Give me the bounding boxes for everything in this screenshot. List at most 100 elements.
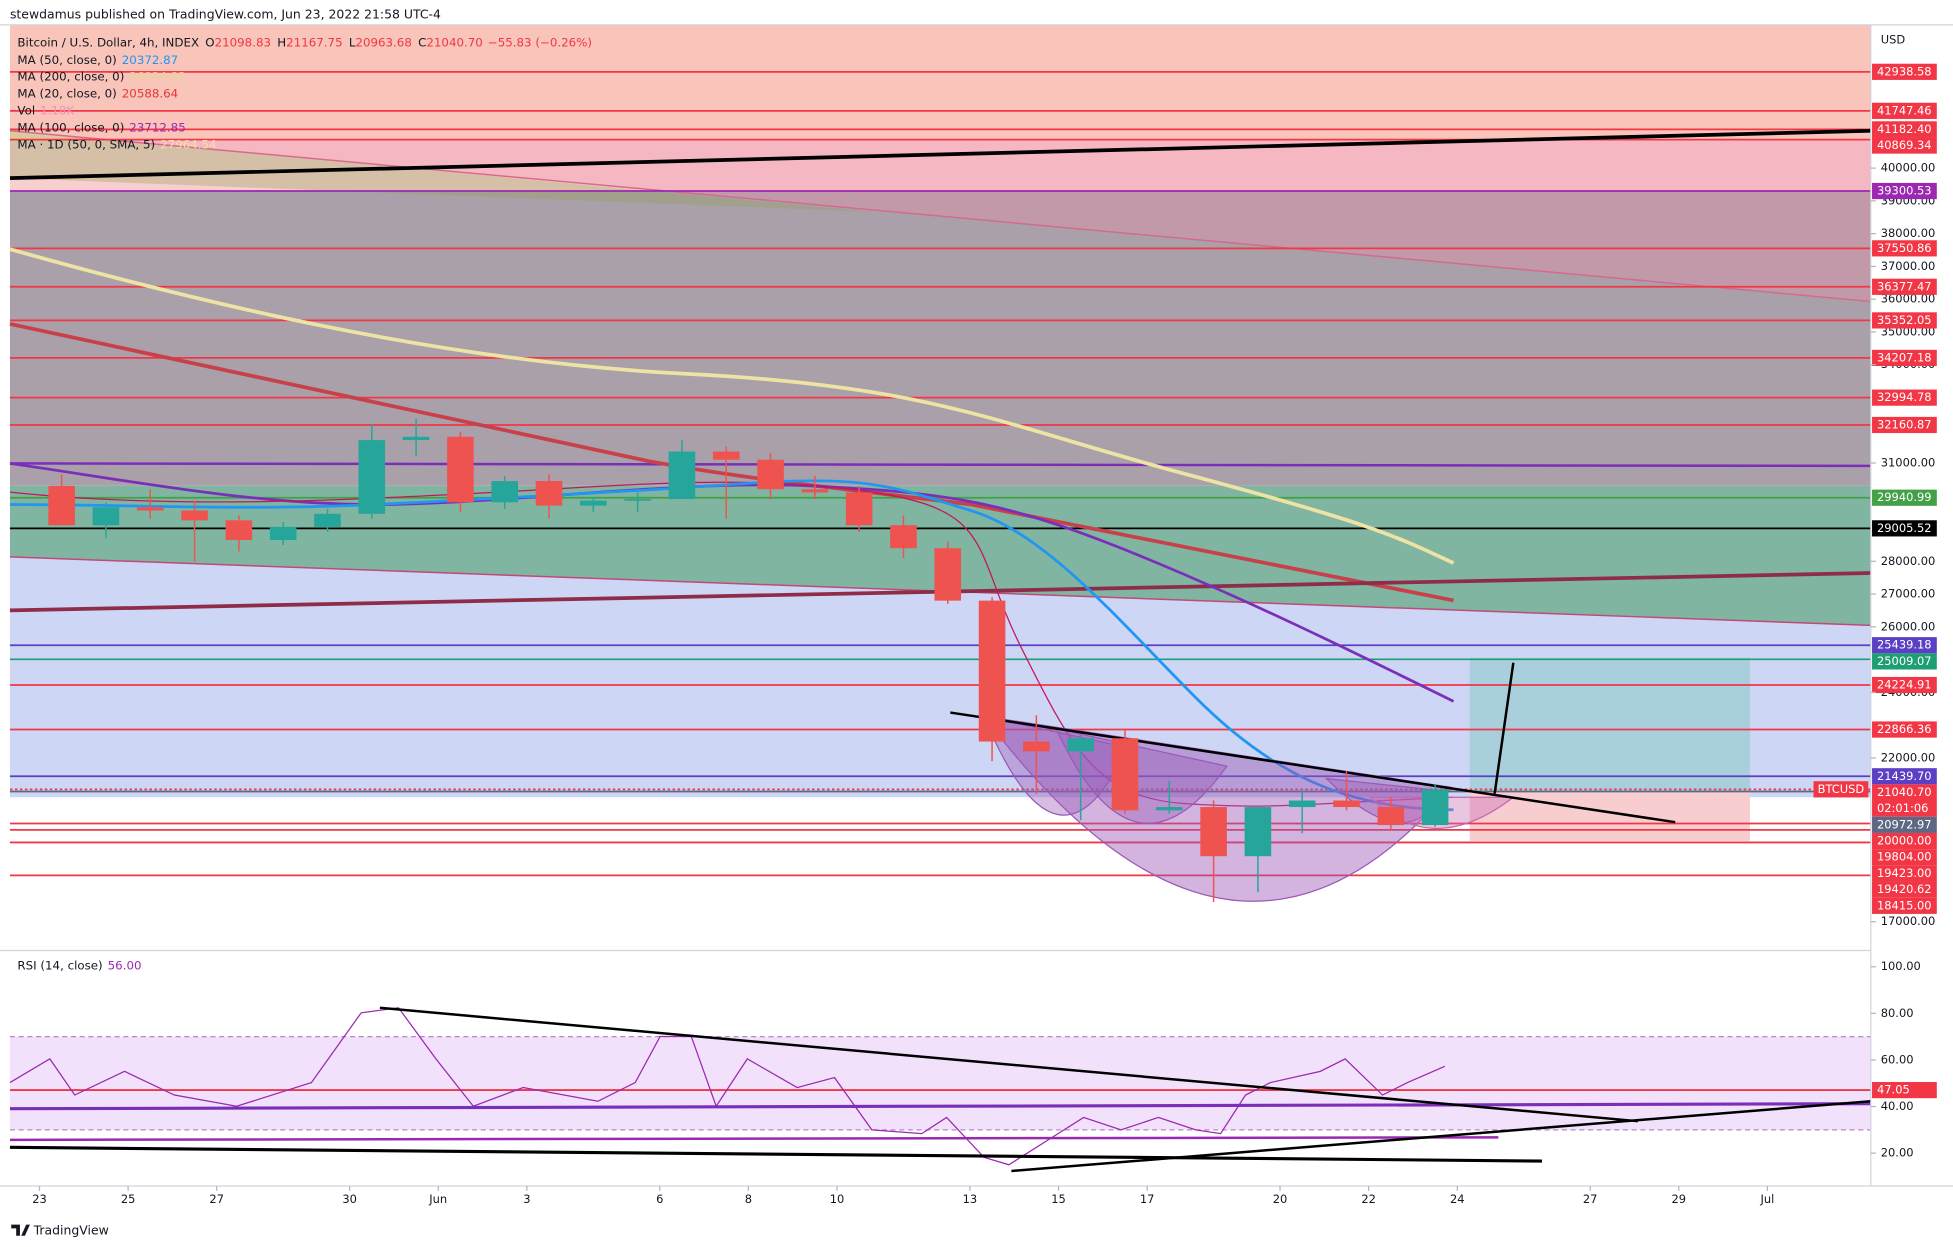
ohlc-value: 21040.70 [426,35,482,49]
candle-body [1155,807,1183,811]
level-box [1872,137,1937,154]
study-name: Vol [17,103,35,117]
study-legend: MA (100, close, 0) 23712.85 [17,120,185,134]
level-label: 29940.99 [1877,490,1932,504]
x-tick-label: 13 [963,1192,978,1206]
brand: TradingView [33,1222,109,1237]
level-label: 20972.97 [1877,817,1932,831]
rsi-tick-label: 40.00 [1881,1099,1914,1113]
countdown: 02:01:06 [1877,801,1928,815]
level-box [1872,832,1937,850]
level-label: 41182.40 [1877,122,1932,136]
candle-body [757,459,784,490]
level-box [1872,312,1937,329]
candle-body [1288,800,1316,808]
projection [1493,662,1515,794]
candle-body [1377,807,1405,826]
level-box [1872,768,1937,785]
symbol-box [1813,781,1869,798]
level-label: 21040.70 [1877,785,1932,799]
x-tick-label: 22 [1361,1192,1376,1206]
study-value: 1.18K [40,103,74,117]
rsi-tick-label: 20.00 [1881,1146,1914,1160]
level-box [1872,278,1937,295]
study-legend: MA (200, close, 0) 26824.82 [17,69,185,83]
candles [48,418,1449,903]
ohlc-key: L [349,35,356,49]
y-tick-label: 37000.00 [1881,259,1936,273]
level-box [1872,897,1937,914]
level-label: 32160.87 [1877,417,1932,431]
symbol: Bitcoin / U.S. Dollar, 4h, INDEX [17,35,199,49]
x-tick-label: 15 [1051,1192,1066,1206]
level-label: 36377.47 [1877,279,1932,293]
candle-body [624,499,651,501]
rsi-title: RSI (14, close) [17,958,102,972]
pink-zone [9,139,1871,191]
level-box [1872,349,1937,367]
y-tick-label: 26000.00 [1881,619,1936,633]
level-label: 19423.00 [1877,866,1932,880]
level-label: 18415.00 [1877,898,1932,912]
change: −55.83 (−0.26%) [488,35,592,49]
level-label: 24224.91 [1877,678,1932,692]
rsi-line [9,1007,1446,1166]
ma-200 [9,247,1455,565]
symbol-label: BTCUSD [1818,782,1865,796]
level-label: 42938.58 [1877,64,1932,78]
level-box [1872,676,1937,694]
candle-body [314,513,341,527]
candle-body [580,500,607,506]
level-label: 19804.00 [1877,850,1932,864]
level-label: 25439.18 [1877,638,1932,652]
level-label: 37550.86 [1877,241,1932,255]
level-box [1872,816,1937,833]
ohlc-value: 20963.68 [355,35,411,49]
x-tick-label: 17 [1140,1192,1155,1206]
candle-body [890,525,917,549]
candle-body [712,451,740,460]
level-label: 20000.00 [1877,834,1932,848]
y-tick-label: 38000.00 [1881,226,1936,240]
candle-body [48,485,75,526]
purple-line [9,462,1871,468]
candle-body [491,481,519,503]
x-tick-label: 29 [1672,1192,1687,1206]
rsi-level-label: 47.05 [1877,1083,1910,1097]
study-name: MA · 1D (50, 0, SMA, 5) [17,137,155,151]
level-box [1872,389,1937,406]
rsi-tick-label: 80.00 [1881,1006,1914,1020]
y-tick-label: 22000.00 [1881,750,1936,764]
level-box [1872,721,1937,738]
study-legend: MA (20, close, 0) 20588.64 [17,86,178,100]
x-tick-label: 3 [523,1192,530,1206]
candle-body [845,492,873,526]
currency: USD [1881,32,1906,46]
level-label: 39300.53 [1877,184,1932,198]
level-box [1872,881,1937,898]
x-tick-label: 10 [830,1192,845,1206]
level-label: 32994.78 [1877,390,1932,404]
x-tick-label: 23 [32,1192,47,1206]
level-box [1872,849,1937,866]
x-tick-label: 6 [656,1192,663,1206]
level-label: 35352.05 [1877,313,1932,327]
x-tick-label: 25 [121,1192,136,1206]
ohlc-key: H [277,35,286,49]
candle-body [1200,807,1227,857]
study-value: 27964.54 [160,137,216,151]
logo [11,1224,30,1236]
x-tick-label: 24 [1450,1192,1465,1206]
ma-100 [9,462,1455,703]
legend-symbol: Bitcoin / U.S. Dollar, 4h, INDEX O21098.8… [17,35,592,49]
candle-body [801,489,829,493]
candle-body [92,507,120,526]
rsi-drawings [9,1006,1871,1173]
y-tick-label: 40000.00 [1881,161,1936,175]
ohlc-value: 21167.75 [286,35,342,49]
trendline [9,128,1871,181]
candle-body [1421,789,1449,826]
y-tick-label: 17000.00 [1881,914,1936,928]
x-tick-label: 20 [1273,1192,1288,1206]
